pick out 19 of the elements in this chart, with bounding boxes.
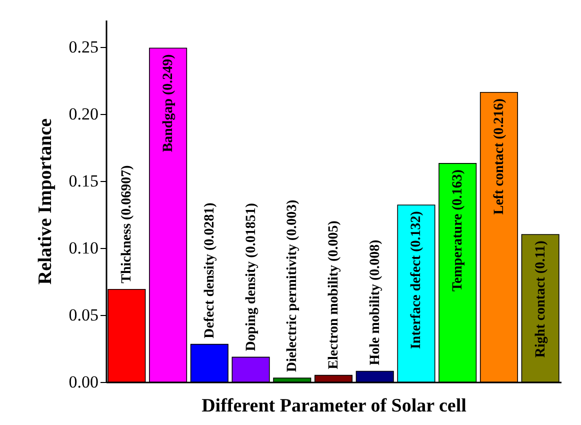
data-label: Interface defect (0.132) (409, 210, 424, 350)
data-label: Left contact (0.216) (492, 98, 507, 215)
data-label: Bandgap (0.249) (161, 54, 176, 152)
y-tick-label: 0.00 (68, 372, 98, 392)
data-label: Electron mobility (0.005) (326, 220, 342, 370)
data-label: Dielectric permitivity (0.003) (285, 199, 300, 372)
data-label: Thickness (0.06907) (120, 164, 135, 284)
data-label: Doping density (0.01851) (244, 202, 259, 352)
data-label: Defect density (0.0281) (202, 202, 218, 338)
y-tick-label: 0.10 (68, 238, 98, 258)
data-label: Right contact (0.11) (533, 240, 548, 358)
y-tick-label: 0.25 (68, 37, 98, 56)
data-label: Hole mobility (0.008) (368, 239, 383, 366)
y-axis-title: Relative Importance (34, 118, 56, 285)
y-tick-label: 0.20 (68, 104, 98, 124)
y-tick-label: 0.05 (68, 305, 98, 324)
x-axis-title: Different Parameter of Solar cell (202, 396, 466, 416)
data-label: Temperature (0.163) (450, 169, 466, 292)
y-tick-label: 0.15 (68, 171, 98, 190)
